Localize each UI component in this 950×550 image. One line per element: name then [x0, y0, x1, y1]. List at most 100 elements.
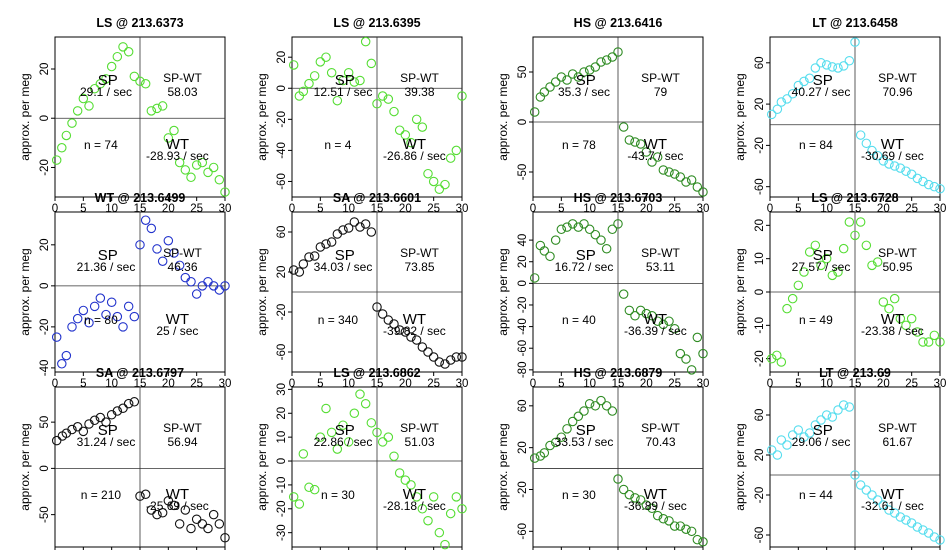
wt-rate: -32.61 / sec	[861, 499, 924, 513]
data-point	[669, 521, 680, 531]
data-point	[630, 137, 640, 147]
sp-rate: 27.57 / sec	[792, 260, 851, 274]
data-point	[146, 106, 157, 116]
x-tick-label: 5	[80, 378, 86, 390]
data-point	[686, 526, 697, 537]
data-point	[338, 75, 348, 86]
data-point	[152, 103, 162, 114]
data-point	[782, 440, 792, 450]
wt-label: WT	[403, 311, 426, 328]
data-point	[355, 222, 365, 232]
data-point	[613, 47, 623, 57]
panel-title: LT @ 213.69	[819, 366, 891, 380]
x-tick-label: 25	[905, 203, 918, 215]
data-point	[366, 418, 377, 428]
x-tick-label: 0	[52, 378, 58, 390]
spwt-value: 50.95	[882, 260, 912, 274]
data-point	[140, 215, 151, 225]
data-point	[878, 156, 889, 166]
data-point	[804, 247, 815, 257]
y-tick-label: -20	[517, 481, 529, 498]
data-point	[372, 427, 382, 438]
y-tick-label: -20	[517, 297, 529, 314]
data-point	[607, 52, 618, 62]
data-point	[191, 289, 202, 299]
x-tick-label: 25	[668, 203, 681, 215]
data-point	[61, 350, 72, 361]
data-point	[383, 94, 394, 104]
x-tick-label: 0	[289, 203, 295, 215]
data-point	[423, 168, 433, 179]
data-point	[326, 237, 337, 247]
sp-label: SP	[813, 422, 833, 439]
panel-title: LS @ 213.6728	[811, 191, 898, 205]
x-tick-label: 5	[317, 203, 323, 215]
x-tick-label: 25	[668, 378, 681, 390]
y-axis-label: approx. per meg	[255, 73, 269, 160]
spwt-label: SP-WT	[878, 246, 917, 260]
wt-rate: -39.82 / sec	[383, 324, 446, 338]
data-point	[434, 357, 445, 367]
y-tick-label: -60	[517, 340, 529, 357]
data-point	[174, 157, 185, 168]
data-point	[810, 420, 821, 430]
data-point	[878, 500, 889, 510]
data-point	[343, 223, 354, 233]
data-point	[624, 305, 635, 316]
sp-label: SP	[576, 72, 596, 89]
wt-label: WT	[166, 486, 189, 503]
data-point	[95, 412, 106, 423]
x-tick-label: 25	[190, 378, 203, 390]
data-point	[901, 166, 911, 176]
data-point	[664, 316, 674, 326]
data-point	[652, 152, 663, 162]
data-point	[562, 222, 572, 232]
data-point	[220, 281, 230, 291]
data-point	[135, 76, 145, 87]
data-point	[782, 94, 792, 104]
data-point	[675, 172, 686, 182]
data-point	[338, 225, 348, 235]
data-point	[394, 325, 405, 335]
sp-label: SP	[98, 72, 118, 89]
wt-label: WT	[644, 136, 667, 153]
data-point	[867, 145, 877, 156]
data-point	[304, 482, 314, 493]
data-point	[174, 260, 185, 271]
data-point	[332, 229, 343, 239]
data-point	[855, 480, 866, 490]
data-point	[884, 303, 894, 314]
data-point	[658, 165, 669, 175]
y-axis-label: approx. per meg	[255, 248, 269, 335]
n-label: n = 84	[799, 138, 833, 152]
y-tick-label: -20	[754, 350, 766, 367]
data-point	[550, 77, 561, 87]
data-point	[590, 229, 601, 240]
data-point	[861, 138, 872, 149]
y-tick-label: -10	[754, 317, 766, 334]
data-point	[101, 309, 111, 320]
data-point	[84, 101, 94, 111]
data-point	[838, 61, 849, 71]
data-point	[641, 308, 652, 319]
data-point	[906, 313, 917, 324]
data-point	[112, 406, 123, 416]
data-point	[451, 352, 462, 362]
x-tick-label: 25	[427, 203, 440, 215]
data-point	[366, 227, 377, 237]
data-point	[550, 437, 561, 448]
data-point	[51, 332, 62, 342]
panel-10: LS @ 213.6862051015202530-30-20-10010203…	[255, 366, 467, 550]
x-tick-label: 5	[558, 378, 564, 390]
data-point	[698, 348, 708, 359]
data-point	[816, 58, 826, 68]
y-tick-label: 20	[39, 238, 51, 251]
y-tick-label: 60	[517, 399, 529, 412]
data-point	[596, 235, 606, 245]
y-tick-label: -20	[276, 500, 288, 517]
data-point	[445, 355, 456, 365]
data-point	[889, 293, 900, 304]
data-point	[428, 176, 439, 187]
